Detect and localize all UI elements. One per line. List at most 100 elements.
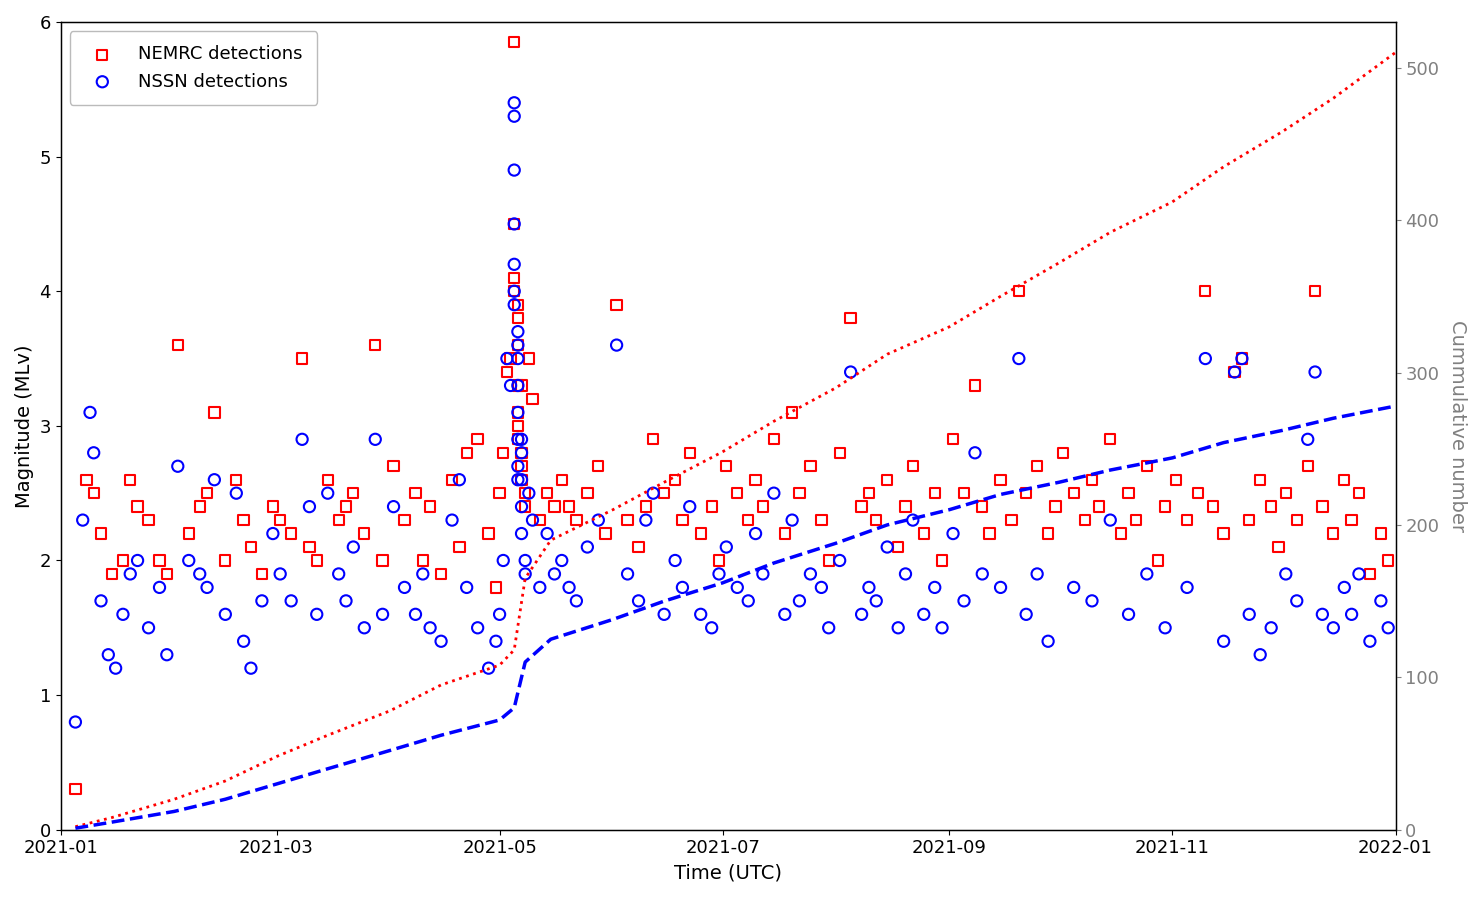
NSSN detections [231,634,255,649]
NEMRC detections [510,459,534,474]
NSSN detections [1377,621,1400,635]
NSSN detections [951,594,975,608]
NSSN detections [664,553,688,568]
NEMRC detections [535,486,559,501]
Y-axis label: Cummulative number: Cummulative number [1448,320,1467,532]
NSSN detections [634,513,658,527]
NEMRC detections [505,405,529,420]
NSSN detections [652,607,676,622]
NEMRC detections [978,527,1002,541]
NEMRC detections [239,540,262,554]
NSSN detections [455,580,479,595]
NEMRC detections [1073,513,1097,527]
NEMRC detections [642,432,665,447]
NEMRC detections [557,500,581,514]
NSSN detections [857,580,880,595]
NEMRC detections [1036,527,1060,541]
NSSN detections [941,527,965,541]
NSSN detections [505,459,529,474]
NEMRC detections [1080,473,1104,487]
NSSN detections [430,634,453,649]
NEMRC detections [1275,486,1298,501]
NEMRC detections [492,446,516,460]
NSSN detections [1310,607,1334,622]
NEMRC detections [1051,446,1074,460]
NEMRC detections [1267,540,1291,554]
NEMRC detections [799,459,823,474]
NSSN detections [502,109,526,124]
NEMRC detections [876,473,900,487]
NEMRC detections [502,271,526,285]
NEMRC detections [268,513,292,527]
NSSN detections [1237,607,1261,622]
NEMRC detections [787,486,811,501]
NEMRC detections [1098,432,1122,447]
NSSN detections [894,567,917,581]
NEMRC detections [1186,486,1209,501]
NEMRC detections [542,500,566,514]
NSSN detections [1275,567,1298,581]
NSSN detections [1369,594,1393,608]
NEMRC detections [931,553,954,568]
NSSN detections [305,607,329,622]
NEMRC detections [1110,527,1134,541]
NSSN detections [148,580,172,595]
NEMRC detections [1260,500,1283,514]
NSSN detections [505,473,529,487]
NSSN detections [261,527,285,541]
NSSN detections [725,580,748,595]
NEMRC detections [1332,473,1356,487]
NEMRC detections [203,405,227,420]
NEMRC detections [849,500,873,514]
NSSN detections [440,513,464,527]
NSSN detections [382,500,406,514]
NSSN detections [213,607,237,622]
NEMRC detections [1043,500,1067,514]
NSSN detections [988,580,1012,595]
NEMRC detections [1146,553,1169,568]
NEMRC detections [510,473,534,487]
NEMRC detections [627,540,651,554]
NSSN detections [528,580,551,595]
NEMRC detections [1237,513,1261,527]
NEMRC detections [1322,527,1346,541]
NSSN detections [1153,621,1177,635]
NSSN detections [82,446,105,460]
NSSN detections [488,607,511,622]
NEMRC detections [126,500,150,514]
NSSN detections [1006,352,1030,366]
NEMRC detections [261,500,285,514]
NSSN detections [290,432,314,447]
NEMRC detections [1153,500,1177,514]
NEMRC detections [370,553,394,568]
NEMRC detections [864,513,888,527]
NSSN detections [502,284,526,299]
NEMRC detections [176,527,200,541]
NEMRC detections [923,486,947,501]
NEMRC detections [89,527,113,541]
NSSN detections [839,365,863,379]
NSSN detections [1026,567,1049,581]
NEMRC detections [505,379,529,393]
NEMRC detections [1135,459,1159,474]
NEMRC detections [517,352,541,366]
NSSN detections [615,567,639,581]
NSSN detections [901,513,925,527]
NEMRC detections [951,486,975,501]
NEMRC detections [886,540,910,554]
NEMRC detections [505,432,529,447]
NEMRC detections [941,432,965,447]
NSSN detections [126,553,150,568]
NEMRC detections [809,513,833,527]
NEMRC detections [725,486,748,501]
NEMRC detections [279,527,302,541]
NEMRC detections [148,553,172,568]
NEMRC detections [224,473,247,487]
NEMRC detections [430,567,453,581]
NEMRC detections [988,473,1012,487]
NEMRC detections [455,446,479,460]
NSSN detections [510,473,534,487]
NEMRC detections [499,352,523,366]
NSSN detections [502,298,526,312]
NSSN detections [1223,365,1246,379]
